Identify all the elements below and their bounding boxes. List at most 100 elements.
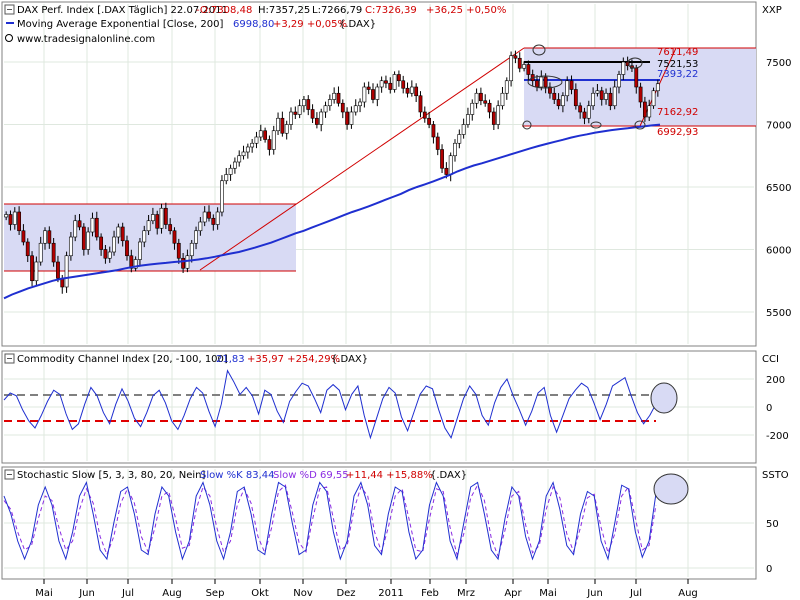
candle-body xyxy=(517,57,522,69)
marker-mid xyxy=(527,75,563,89)
candle-body xyxy=(150,214,155,222)
candle-body xyxy=(573,89,578,107)
candles xyxy=(4,50,660,294)
candle-body xyxy=(552,92,557,100)
candle-body xyxy=(64,255,69,288)
x-tick-label: Dez xyxy=(336,588,355,599)
candle-body xyxy=(375,86,380,100)
price-y-tick: 5500 xyxy=(766,308,791,319)
candle-body xyxy=(90,217,95,233)
stoch-y-tick: 50 xyxy=(766,519,779,530)
candle-body xyxy=(384,80,388,84)
candle-body xyxy=(263,130,268,140)
candle-body xyxy=(595,90,600,94)
candle-body xyxy=(302,99,306,107)
candle-body xyxy=(86,231,91,250)
candle-body xyxy=(353,105,358,113)
ema-symbol: {.DAX} xyxy=(339,19,376,30)
candle-body xyxy=(608,92,613,107)
candle-body xyxy=(591,92,596,107)
candle-body xyxy=(297,105,302,115)
stoch-symbol: {.DAX} xyxy=(430,470,467,481)
candle-body xyxy=(280,117,285,134)
cci-y-tick: -200 xyxy=(766,431,789,442)
candle-body xyxy=(103,249,108,259)
ema-200-line xyxy=(3,123,661,300)
candle-body xyxy=(500,92,505,107)
candle-body xyxy=(306,99,311,110)
candle-body xyxy=(578,105,583,113)
candle-body xyxy=(582,111,587,119)
stochastic-header: Stochastic Slow [5, 3, 3, 80, 20, Nein] … xyxy=(4,469,467,481)
candle-body xyxy=(427,117,432,125)
close-value: C:7326,39 xyxy=(365,5,417,16)
candle-body xyxy=(453,142,457,157)
candle-body xyxy=(56,261,60,279)
candle-body xyxy=(21,230,26,243)
x-tick-label: Jun xyxy=(586,588,603,599)
price-level-label: 7521,53 xyxy=(657,59,698,70)
candle-body xyxy=(81,226,86,250)
candle-body xyxy=(254,136,259,144)
candle-body xyxy=(509,55,514,82)
price-level-label: 7393,22 xyxy=(657,69,698,80)
candle-body xyxy=(241,151,246,157)
candle-body xyxy=(466,114,470,125)
candle-body xyxy=(8,214,13,225)
candle-body xyxy=(470,102,475,115)
x-tick-label: Feb xyxy=(421,588,439,599)
candle-body xyxy=(388,82,393,90)
low-value: L:7266,79 xyxy=(312,5,362,16)
stoch-axis-label: SSTO xyxy=(762,470,789,481)
candle-body xyxy=(599,90,604,100)
y-axis-ticks: 5500 6000 6500 7000 7500 200 0 -200 50 0 xyxy=(766,58,791,575)
candle-body xyxy=(617,74,621,88)
candle-body xyxy=(586,105,591,119)
candle-body xyxy=(99,236,104,250)
candle-body xyxy=(198,221,203,232)
candle-body xyxy=(396,74,401,82)
marker-low-1 xyxy=(522,120,532,130)
candle-body xyxy=(172,230,177,244)
price-axis-label: XXP xyxy=(762,5,782,16)
candle-body xyxy=(215,211,220,225)
cci-y-tick: 0 xyxy=(766,403,772,414)
candle-body xyxy=(138,241,142,260)
candle-body xyxy=(155,214,160,229)
candle-body xyxy=(345,111,350,125)
candle-body xyxy=(163,207,168,225)
x-tick-label: Jul xyxy=(629,588,642,599)
candle-body xyxy=(522,64,526,69)
price-y-tick: 7500 xyxy=(766,58,791,69)
candle-body xyxy=(461,124,466,135)
candle-body xyxy=(224,174,229,182)
candle-body xyxy=(77,220,82,228)
candle-body xyxy=(409,86,414,94)
cci-symbol: {.DAX} xyxy=(331,354,368,365)
marker-low-3 xyxy=(634,120,646,130)
x-tick-label: Mrz xyxy=(457,588,475,599)
candle-body xyxy=(604,92,608,100)
open-value: -O:7308,48 xyxy=(196,5,252,16)
price-y-tick: 7000 xyxy=(766,121,791,132)
candle-body xyxy=(366,86,371,90)
watermark-text: www.tradesignalonline.com xyxy=(17,34,155,45)
candle-body xyxy=(336,92,341,104)
candle-body xyxy=(125,240,129,257)
x-tick-label: Jul xyxy=(121,588,134,599)
candle-body xyxy=(116,226,121,238)
candle-body xyxy=(202,211,207,223)
x-tick-label: Mai xyxy=(539,588,557,599)
x-tick-label: Jun xyxy=(78,588,95,599)
candle-body xyxy=(51,242,56,263)
candle-body xyxy=(68,236,73,257)
cci-header: Commodity Channel Index [20, -100, 100] … xyxy=(4,353,368,365)
candle-body xyxy=(38,242,43,263)
candle-body xyxy=(526,64,531,75)
candle-body xyxy=(612,86,617,107)
candle-body xyxy=(474,92,479,104)
candle-body xyxy=(181,257,186,269)
candle-body xyxy=(621,61,626,75)
